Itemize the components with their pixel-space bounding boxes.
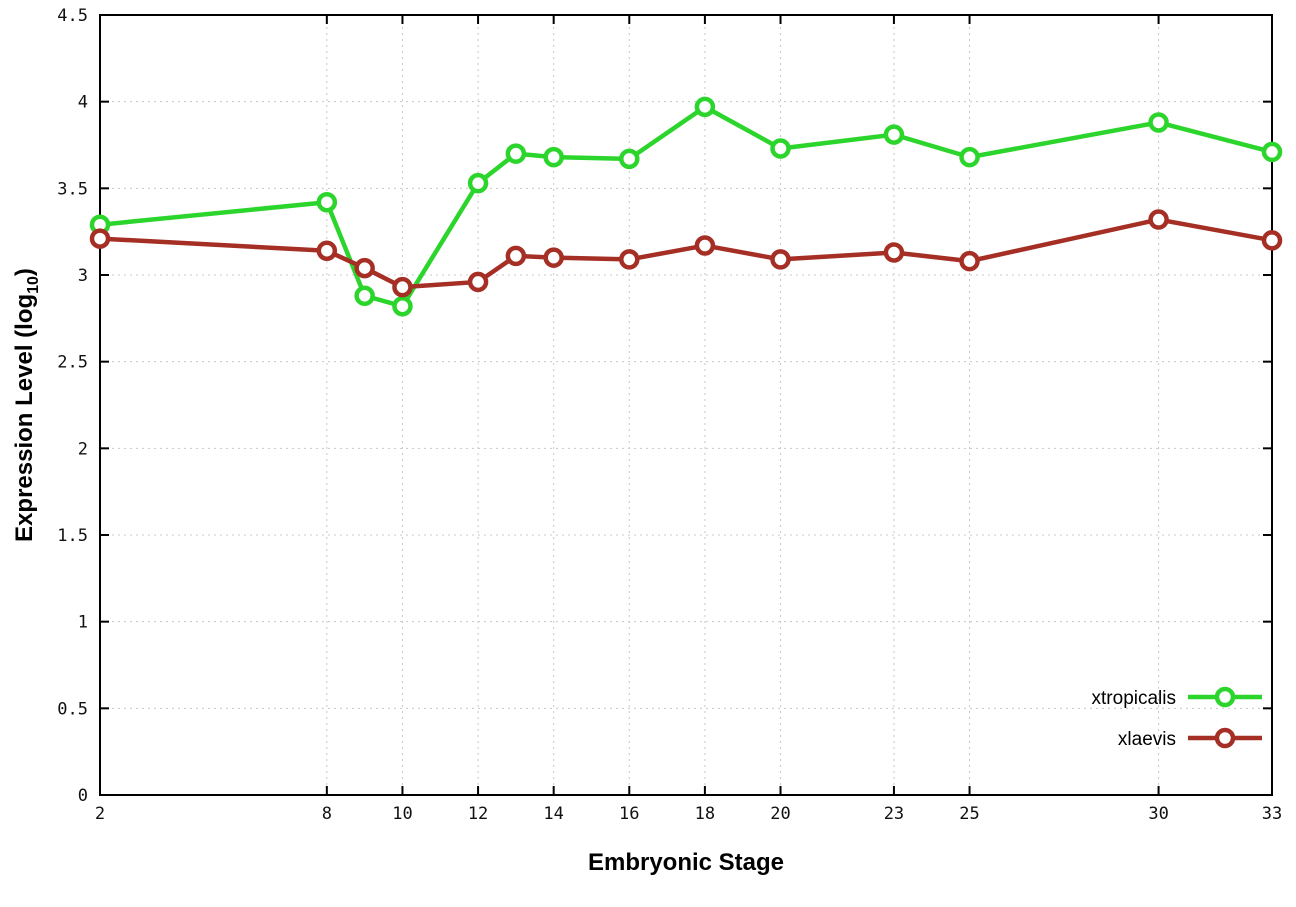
marker-xlaevis bbox=[354, 257, 375, 279]
marker-xtropicalis bbox=[694, 96, 716, 118]
plot-border-layer bbox=[99, 14, 1273, 796]
y-tick-label: 4 bbox=[78, 93, 88, 113]
marker-xlaevis bbox=[883, 242, 905, 263]
y-axis-title: Expression Level (log10) bbox=[11, 268, 42, 542]
marker-xlaevis bbox=[467, 271, 489, 293]
legend-marker-xtropicalis bbox=[1214, 686, 1236, 708]
legend-label-xtropicalis: xtropicalis bbox=[1092, 688, 1176, 709]
y-tick-label: 3 bbox=[78, 266, 88, 286]
legend-entry-xlaevis: xlaevis bbox=[1118, 727, 1262, 750]
x-tick-label: 23 bbox=[884, 804, 904, 824]
marker-xtropicalis bbox=[543, 146, 564, 168]
y-tick-label: 1.5 bbox=[57, 526, 88, 546]
y-tick-label: 3.5 bbox=[57, 179, 88, 199]
x-tick-label: 2 bbox=[95, 804, 105, 824]
marker-xtropicalis bbox=[770, 138, 791, 159]
y-axis-title-text: Expression Level (log10) bbox=[11, 268, 42, 542]
marker-xtropicalis bbox=[505, 143, 527, 164]
marker-xtropicalis bbox=[883, 124, 905, 145]
x-tick-label: 20 bbox=[770, 804, 790, 824]
y-tick-label: 1 bbox=[78, 613, 88, 633]
x-tick-label: 18 bbox=[695, 804, 715, 824]
x-tick-label: 8 bbox=[322, 804, 332, 824]
x-tick-label: 14 bbox=[543, 804, 563, 824]
y-tick-label: 2 bbox=[78, 439, 88, 459]
marker-xtropicalis bbox=[619, 148, 640, 170]
y-tick-label: 4.5 bbox=[57, 6, 88, 26]
legend-marker-xlaevis bbox=[1214, 727, 1236, 749]
marker-xlaevis bbox=[694, 235, 716, 256]
marker-xtropicalis bbox=[392, 295, 413, 317]
x-tick-label: 12 bbox=[468, 804, 488, 824]
marker-xtropicalis bbox=[1148, 112, 1169, 133]
marker-xlaevis bbox=[959, 250, 980, 272]
x-tick-label: 16 bbox=[619, 804, 639, 824]
legend-entry-xtropicalis: xtropicalis bbox=[1092, 686, 1262, 709]
legend-layer: xtropicalis xlaevis bbox=[1092, 686, 1262, 750]
series-layer bbox=[89, 96, 1283, 317]
marker-xlaevis bbox=[1148, 209, 1169, 230]
marker-xtropicalis bbox=[354, 285, 375, 307]
y-tick-label: 0.5 bbox=[57, 699, 88, 719]
x-tick-label: 33 bbox=[1262, 804, 1282, 824]
marker-xlaevis bbox=[392, 276, 413, 298]
y-tick-label: 0 bbox=[78, 786, 88, 806]
marker-xtropicalis bbox=[316, 191, 338, 213]
plot-border bbox=[99, 14, 1273, 796]
marker-xlaevis bbox=[619, 249, 640, 270]
marker-xlaevis bbox=[316, 240, 338, 261]
marker-xlaevis bbox=[1261, 230, 1283, 251]
y-tick-label: 2.5 bbox=[57, 353, 88, 373]
grid-layer bbox=[99, 14, 1273, 796]
x-axis-title: Embryonic Stage bbox=[588, 849, 784, 876]
marker-xlaevis bbox=[89, 228, 111, 249]
marker-xtropicalis bbox=[467, 172, 489, 194]
x-tick-label: 10 bbox=[392, 804, 412, 824]
marker-xtropicalis bbox=[959, 146, 980, 168]
marker-xtropicalis bbox=[1261, 141, 1283, 163]
marker-xlaevis bbox=[543, 247, 564, 268]
legend-label-xlaevis: xlaevis bbox=[1118, 729, 1176, 750]
x-tick-label: 25 bbox=[959, 804, 979, 824]
x-tick-label: 30 bbox=[1148, 804, 1168, 824]
marker-xlaevis bbox=[770, 249, 791, 270]
marker-xlaevis bbox=[505, 245, 527, 267]
tick-label-layer: 2 8 10 12 14 16 18 20 23 25 30 33 0 0.5 1 1.5 2 2.5 3 3.5 4 4… bbox=[57, 6, 1282, 824]
